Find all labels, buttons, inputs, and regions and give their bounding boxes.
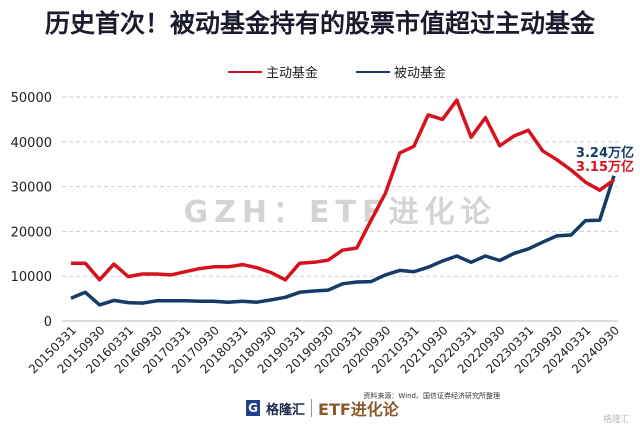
y-tick-label: 10000 [11,270,52,285]
legend-label: 被动基金 [394,65,446,81]
end-value-label: 3.15万亿 [576,159,634,175]
series-line-passive-fund [70,175,616,307]
footer-logo: G 格隆汇 ETF进化论 [246,396,399,420]
gelonghui-logo-icon: G [246,400,260,416]
y-tick-label: 0 [44,315,52,330]
logo-text: 格隆汇 [266,402,306,418]
y-axis-ticks: 0 10000 20000 30000 40000 50000 [11,91,52,330]
legend-label: 主动基金 [266,65,318,81]
series-line-active-fund [71,98,616,282]
y-tick-label: 40000 [11,136,52,151]
corner-watermark: 格隆汇 [602,415,630,425]
end-value-label: 3.24万亿 [576,145,634,161]
x-axis-ticks: 2015033120150930201603312016093020170331… [26,323,622,376]
series-lines [70,98,616,307]
divider [311,399,313,417]
y-tick-label: 30000 [11,181,52,196]
brand-text: ETF进化论 [318,400,399,419]
source-note: 资料来源：Wind、国信证券经济研究所整理 [363,392,500,400]
y-tick-label: 20000 [11,225,52,240]
watermark: GZH：ETF进化论 [184,195,497,230]
legend: 主动基金 被动基金 [228,65,446,81]
gridlines [62,96,618,322]
chart-title: 历史首次！被动基金持有的股票市值超过主动基金 [44,9,595,38]
y-tick-label: 50000 [11,91,52,106]
